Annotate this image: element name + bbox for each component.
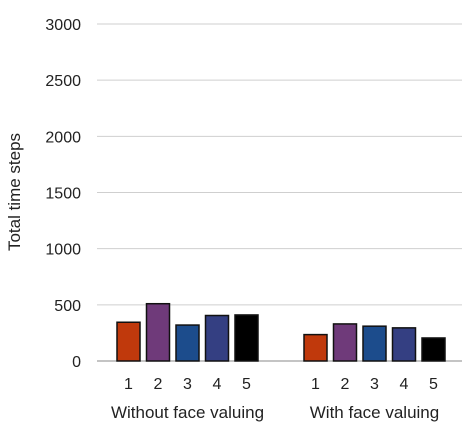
y-axis-ticks: 0 500 1000 1500 2000 2500 3000 xyxy=(45,17,81,371)
y-tick-label-1000: 1000 xyxy=(45,242,81,259)
y-tick-label-2500: 2500 xyxy=(45,73,81,90)
category-label-group1-3: 3 xyxy=(183,376,192,393)
bars xyxy=(116,302,446,362)
category-label-group1-4: 4 xyxy=(213,376,222,393)
bar-group2-3 xyxy=(362,325,387,362)
category-label-group1-2: 2 xyxy=(154,376,163,393)
bar-group2-4 xyxy=(391,327,417,362)
bar-group1-2 xyxy=(145,302,171,362)
category-label-group2-1: 1 xyxy=(311,376,320,393)
category-label-group1-5: 5 xyxy=(242,376,251,393)
bar-group2-2 xyxy=(332,323,358,362)
bar-group1-4 xyxy=(204,314,230,362)
y-tick-label-3000: 3000 xyxy=(45,17,81,34)
category-label-group2-4: 4 xyxy=(400,376,409,393)
category-labels: 1 2 3 4 5 1 2 3 4 5 xyxy=(124,376,438,393)
category-label-group2-3: 3 xyxy=(370,376,379,393)
bar-group2-1 xyxy=(303,333,328,362)
bar-group2-5 xyxy=(421,337,446,362)
category-label-group2-5: 5 xyxy=(429,376,438,393)
bar-group1-5 xyxy=(234,314,259,362)
category-label-group2-2: 2 xyxy=(341,376,350,393)
bar-group1-3 xyxy=(175,324,200,362)
group-labels: Without face valuing With face valuing xyxy=(111,403,439,422)
bar-group1-1 xyxy=(116,321,141,362)
group-label-1: Without face valuing xyxy=(111,403,264,422)
y-tick-label-500: 500 xyxy=(54,298,81,315)
y-tick-label-0: 0 xyxy=(72,354,81,371)
y-axis-title: Total time steps xyxy=(5,133,24,251)
y-tick-label-1500: 1500 xyxy=(45,186,81,203)
group-label-2: With face valuing xyxy=(310,403,439,422)
category-label-group1-1: 1 xyxy=(124,376,133,393)
y-tick-label-2000: 2000 xyxy=(45,129,81,146)
